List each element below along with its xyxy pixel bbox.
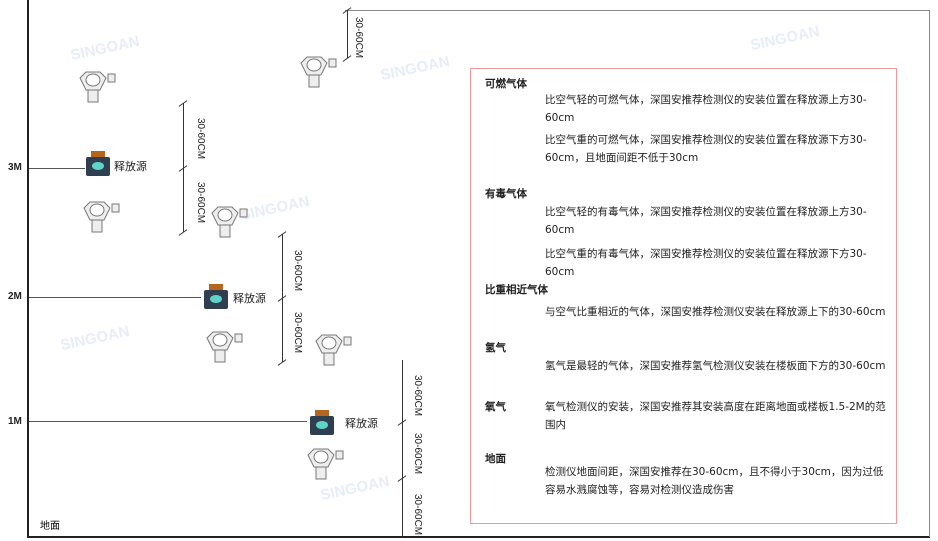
gas-detector-icon	[206, 331, 243, 363]
toxic-heavy-text: 比空气重的有毒气体，深国安推荐检测仪的安装位置在释放源下方30-60cm	[545, 248, 867, 278]
gas-detector-icon	[83, 201, 120, 233]
dimension-label: 30-60CM	[195, 182, 206, 224]
level-2m-label: 2M	[8, 291, 22, 302]
oxygen-text: 氧气检测仪的安装，深国安推荐其安装高度在距离地面或楼板1.5-2M的范围内	[545, 401, 886, 431]
gas-detector-icon	[211, 206, 248, 238]
ceiling-line	[345, 10, 930, 11]
level-3m-line	[29, 168, 85, 169]
level-1m-line	[29, 421, 307, 422]
combustible-title: 可燃气体	[485, 78, 527, 90]
right-line	[929, 10, 930, 537]
ground-label: 地面	[40, 521, 60, 532]
similar-text: 与空气比重相近的气体，深国安推荐检测仪安装在释放源上下的30-60cm	[545, 306, 886, 318]
toxic-light-text: 比空气轻的有毒气体，深国安推荐检测仪的安装位置在释放源上方30-60cm	[545, 206, 867, 236]
dimension-label: 30-60CM	[412, 375, 423, 417]
toxic-title: 有毒气体	[485, 188, 527, 200]
dimension-label: 30-60CM	[292, 250, 303, 292]
release-source-label: 释放源	[345, 417, 378, 430]
dimension-label: 30-60CM	[412, 433, 423, 475]
ground-title: 地面	[485, 453, 506, 465]
gas-detector-icon	[300, 56, 337, 88]
release-source-icon	[204, 284, 228, 309]
level-3m-label: 3M	[8, 162, 22, 173]
dimension-line	[347, 10, 348, 58]
ground-line	[27, 536, 930, 538]
dimension-line	[402, 360, 403, 537]
release-source-label: 释放源	[233, 292, 266, 305]
combustible-light-text: 比空气轻的可燃气体，深国安推荐检测仪的安装位置在释放源上方30-60cm	[545, 94, 867, 124]
level-2m-line	[29, 297, 201, 298]
wall-line	[27, 0, 29, 537]
gas-detector-icon	[79, 71, 116, 103]
dimension-label: 30-60CM	[353, 17, 364, 59]
combustible-heavy-text: 比空气重的可燃气体，深国安推荐检测仪的安装位置在释放源下方30-60cm，且地面…	[545, 134, 867, 164]
installation-notes-panel: 可燃气体 比空气轻的可燃气体，深国安推荐检测仪的安装位置在释放源上方30-60c…	[470, 68, 897, 524]
dimension-label: 30-60CM	[412, 494, 423, 536]
similar-title: 比重相近气体	[485, 284, 548, 296]
hydrogen-text: 氢气是最轻的气体，深国安推荐氢气检测仪安装在楼板面下方的30-60cm	[545, 360, 886, 372]
dimension-label: 30-60CM	[292, 312, 303, 354]
oxygen-title: 氧气	[485, 401, 506, 413]
release-source-icon	[86, 151, 110, 176]
release-source-icon	[310, 410, 334, 435]
ground-text: 检测仪地面间距，深国安推荐在30-60cm，且不得小于30cm，因为过低容易水溅…	[545, 466, 884, 496]
hydrogen-title: 氢气	[485, 342, 506, 354]
level-1m-label: 1M	[8, 416, 22, 427]
dimension-label: 30-60CM	[195, 118, 206, 160]
gas-detector-icon	[307, 448, 344, 480]
gas-detector-icon	[315, 334, 352, 366]
release-source-label: 释放源	[114, 160, 147, 173]
